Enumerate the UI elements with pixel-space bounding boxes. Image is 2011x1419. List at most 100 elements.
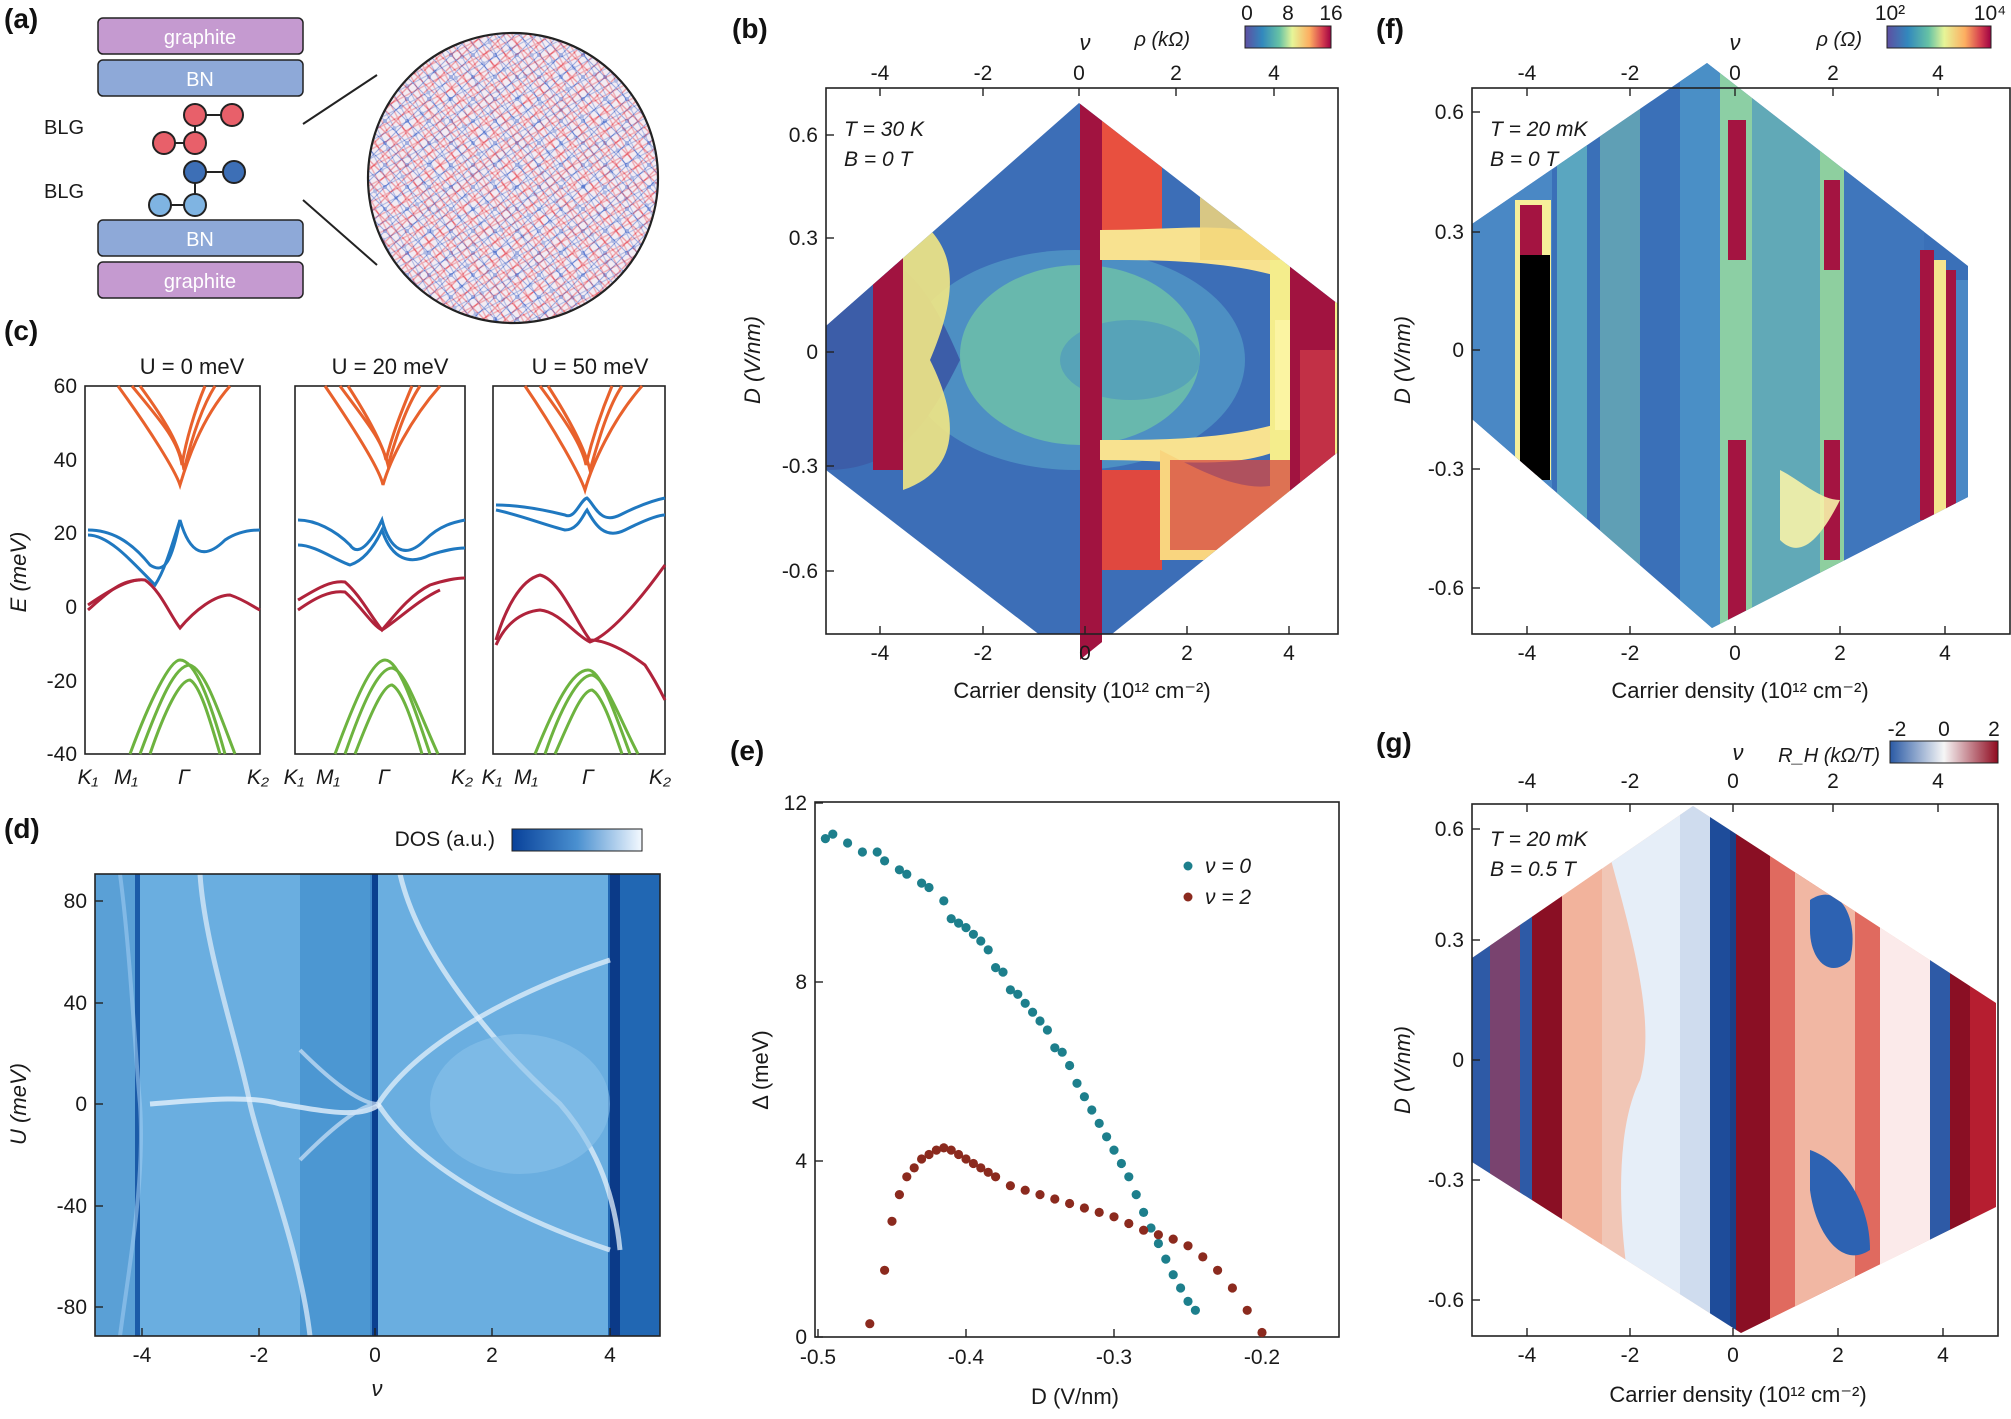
e-frame [814, 801, 1340, 1338]
b-y-tick: 0.3 [789, 227, 818, 250]
panel-label-f: (f) [1376, 13, 1404, 44]
e-point-nu0 [1124, 1172, 1134, 1182]
c-y-tick: 60 [54, 375, 77, 398]
e-point-nu0 [1116, 1158, 1126, 1169]
d-y-tick: 0 [75, 1093, 87, 1116]
e-point-nu0 [857, 847, 868, 857]
b-y-tick: -0.6 [782, 560, 818, 583]
e-point-nu2 [1124, 1218, 1134, 1229]
c-band-plot-1 [84, 385, 261, 755]
g-y-axis: 0.6 0.3 0 -0.3 -0.6 [1428, 818, 1480, 1312]
e-point-nu2 [909, 1163, 919, 1173]
e-point-nu2 [865, 1319, 875, 1329]
b-annotation-T: T = 30 K [844, 118, 925, 141]
d-x-tick: -4 [133, 1344, 152, 1367]
e-point-nu0 [1065, 1060, 1075, 1071]
c-k-label: K₂ [649, 766, 671, 789]
d-frame [94, 873, 661, 1337]
c-y-tick: -20 [47, 670, 77, 693]
f-x-tick: 4 [1939, 642, 1951, 665]
e-point-nu0 [983, 945, 993, 955]
e-point-nu2 [1227, 1283, 1237, 1293]
e-y-tick: 4 [795, 1150, 807, 1173]
panel-b: (b) ν ρ (kΩ) 0 8 16 [732, 2, 1343, 703]
b-top-tick: 2 [1170, 62, 1182, 85]
e-point-nu0 [828, 829, 838, 839]
b-x-tick: 0 [1079, 642, 1091, 665]
f-top-tick: -4 [1518, 62, 1537, 85]
g-x-tick: 2 [1832, 1344, 1844, 1367]
g-y-tick: 0.6 [1435, 818, 1464, 841]
c-k-label: M₁ [316, 766, 340, 789]
panel-label-c: (c) [4, 315, 38, 346]
d-y-tick: -80 [57, 1296, 87, 1319]
e-point-nu0 [1146, 1223, 1156, 1233]
c-k-label: K₁ [284, 766, 305, 789]
g-colorbar-tick: -2 [1888, 718, 1907, 741]
e-point-nu2 [1198, 1252, 1208, 1262]
b-y-tick: -0.3 [782, 455, 818, 478]
d-colorbar-label: DOS (a.u.) [395, 828, 495, 851]
f-colorbar-tick: 10² [1875, 2, 1905, 25]
e-point-nu0 [1131, 1190, 1141, 1200]
e-point-nu0 [1079, 1092, 1089, 1102]
g-colorbar-label: R_H (kΩ/T) [1778, 745, 1880, 767]
e-point-nu0 [1042, 1025, 1052, 1035]
e-point-nu0 [1139, 1207, 1149, 1217]
e-point-nu0 [1190, 1305, 1200, 1315]
e-point-nu0 [1020, 998, 1030, 1008]
b-colorbar-label: ρ (kΩ) [1133, 29, 1190, 51]
e-point-nu0 [902, 869, 912, 879]
d-y-tick: 40 [64, 992, 87, 1015]
blg-label-top: BLG [44, 117, 84, 139]
graphite-bottom-label: graphite [164, 271, 236, 293]
b-frame [825, 87, 1339, 635]
f-ylabel: D (V/nm) [1390, 316, 1415, 404]
f-top-tick: 0 [1729, 62, 1741, 85]
e-point-nu2 [1065, 1198, 1075, 1209]
e-point-nu2 [1139, 1225, 1149, 1235]
g-x-tick: 0 [1727, 1344, 1739, 1367]
d-heatmap [95, 873, 660, 1337]
b-y-tick: 0 [806, 341, 818, 364]
e-point-nu0 [1094, 1118, 1104, 1128]
e-point-nu0 [924, 882, 934, 893]
c-k-label: M₁ [114, 766, 138, 789]
d-y-tick: 80 [64, 890, 87, 913]
e-x-tick: -0.2 [1244, 1346, 1280, 1369]
c-band-plot-2 [294, 385, 466, 755]
e-point-nu0 [1153, 1238, 1163, 1249]
e-point-nu0 [1028, 1007, 1038, 1017]
f-x-tick: 0 [1729, 642, 1741, 665]
d-xlabel: ν [372, 1376, 383, 1401]
f-top-tick: 4 [1932, 62, 1944, 85]
b-top-tick: 4 [1268, 62, 1280, 85]
panel-f: (f) ν ρ (Ω) 10² 10⁴ [1376, 2, 2011, 703]
panel-d: (d) DOS (a.u.) 80 40 0 -40 [4, 813, 661, 1401]
e-point-nu0 [1057, 1047, 1067, 1057]
e-point-nu0 [1035, 1016, 1045, 1026]
f-y-tick: 0.3 [1435, 221, 1464, 244]
e-point-nu2 [1079, 1203, 1089, 1213]
c-subtitle: U = 0 meV [140, 354, 245, 379]
b-xlabel: Carrier density (10¹² cm⁻²) [953, 678, 1210, 703]
b-colorbar-tick: 8 [1282, 2, 1294, 25]
bn-layer-top [97, 59, 304, 97]
graphite-layer-bottom [97, 261, 304, 299]
b-colorbar [1244, 25, 1332, 49]
zoom-line-top [302, 74, 378, 125]
d-ylabel: U (meV) [6, 1063, 31, 1145]
d-x-tick: -2 [250, 1344, 269, 1367]
e-y-tick: 8 [795, 971, 807, 994]
c-y-axis: 60 40 20 0 -20 -40 [47, 375, 77, 766]
e-legend-nu2: ν = 2 [1205, 886, 1251, 909]
c-k-label: Γ [378, 766, 391, 789]
e-point-nu0 [1013, 989, 1023, 999]
bn-top-label: BN [186, 69, 214, 91]
e-point-nu2 [1020, 1185, 1030, 1195]
b-ylabel: D (V/nm) [740, 316, 765, 404]
d-x-tick: 0 [369, 1344, 381, 1367]
g-x-tick: 4 [1937, 1344, 1949, 1367]
e-point-nu0 [946, 914, 956, 924]
e-point-nu0 [1005, 985, 1016, 995]
